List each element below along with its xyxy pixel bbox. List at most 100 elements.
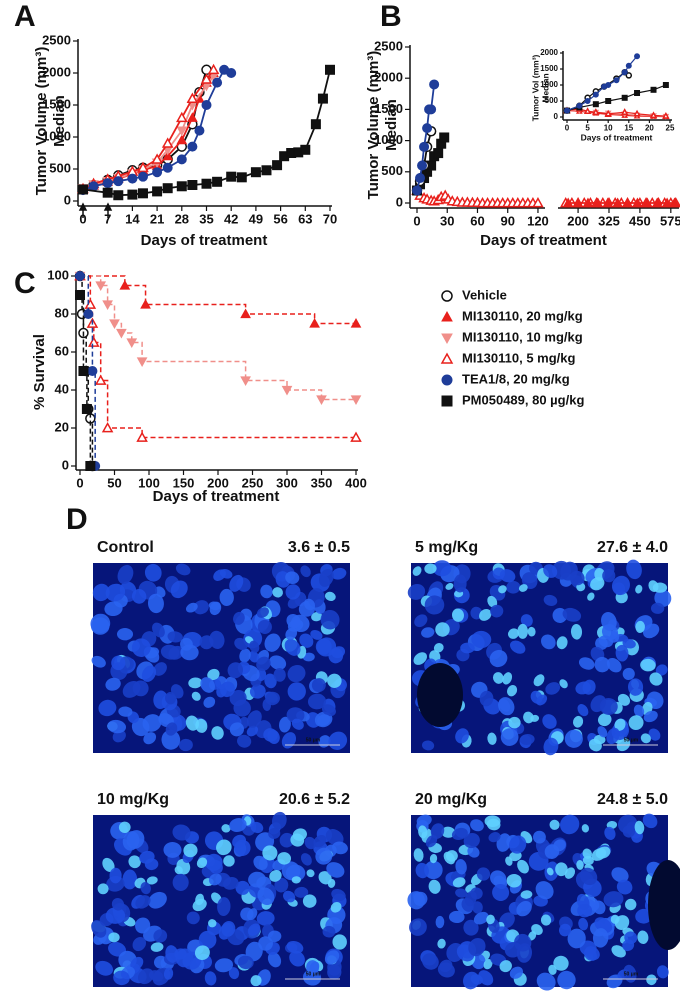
- nucleus: [460, 642, 475, 654]
- marker: [662, 82, 669, 88]
- x-tick-label: 21: [150, 212, 164, 227]
- nucleus: [595, 846, 611, 859]
- y-axis-label: Median: [383, 99, 400, 151]
- nucleus: [533, 674, 545, 687]
- nucleus: [548, 964, 557, 975]
- nucleus: [248, 651, 260, 663]
- marker: [162, 162, 173, 173]
- x-tick-label: 50: [107, 476, 121, 491]
- nucleus: [487, 732, 497, 745]
- marker: [592, 197, 604, 208]
- marker: [562, 197, 574, 208]
- nucleus: [247, 923, 261, 936]
- nucleus: [237, 734, 252, 748]
- marker: [325, 64, 335, 75]
- nucleus: [489, 649, 508, 668]
- scale-bar-label: 50 μm: [306, 737, 321, 743]
- marker: [137, 161, 149, 173]
- nucleus: [193, 600, 209, 615]
- marker: [240, 308, 251, 319]
- nucleus: [451, 608, 464, 622]
- marker: [429, 79, 440, 90]
- nucleus: [599, 697, 618, 715]
- x-tick-label: 150: [173, 476, 195, 491]
- marker: [212, 77, 223, 88]
- nucleus: [597, 713, 612, 727]
- marker: [162, 183, 173, 194]
- marker: [84, 298, 97, 309]
- x-tick-label: 5: [585, 124, 590, 133]
- nucleus: [209, 630, 225, 649]
- nucleus: [92, 583, 110, 602]
- nucleus: [451, 827, 468, 840]
- nucleus: [453, 574, 467, 593]
- nucleus: [291, 718, 304, 730]
- nucleus: [445, 583, 454, 590]
- nucleus: [479, 608, 492, 621]
- nucleus: [508, 628, 519, 639]
- nucleus: [208, 919, 217, 928]
- marker: [417, 160, 428, 171]
- marker: [632, 197, 643, 208]
- nucleus: [486, 914, 495, 925]
- nucleus: [508, 835, 527, 854]
- nucleus: [413, 848, 424, 862]
- nucleus: [122, 680, 141, 698]
- marker: [176, 134, 188, 145]
- legend-marker: [441, 333, 453, 345]
- nucleus: [228, 967, 240, 980]
- nucleus: [439, 959, 453, 973]
- nucleus: [622, 638, 636, 649]
- nucleus: [517, 623, 528, 639]
- nucleus: [572, 715, 584, 728]
- marker: [612, 197, 623, 208]
- x-tick-label: 60: [470, 214, 484, 229]
- marker: [316, 395, 327, 406]
- nucleus: [330, 902, 342, 913]
- nucleus: [262, 845, 278, 861]
- nucleus: [219, 588, 234, 606]
- nucleus: [536, 694, 548, 706]
- nucleus: [490, 604, 504, 618]
- nucleus: [237, 955, 254, 970]
- marker: [75, 271, 85, 281]
- nucleus: [221, 921, 236, 937]
- nucleus: [445, 850, 458, 862]
- nucleus: [113, 970, 130, 986]
- marker: [136, 431, 148, 442]
- nucleus: [267, 952, 282, 968]
- y-tick-label: 0: [396, 194, 403, 209]
- nucleus: [306, 869, 315, 878]
- marker: [85, 461, 96, 471]
- nucleus: [285, 571, 300, 585]
- nucleus: [617, 693, 631, 706]
- marker: [127, 173, 138, 184]
- nucleus: [249, 640, 260, 653]
- nucleus: [575, 681, 591, 695]
- nucleus: [332, 934, 347, 950]
- y-tick-label: 2000: [42, 64, 71, 79]
- legend-label: MI130110, 5 mg/kg: [462, 350, 576, 365]
- x-tick-label: 70: [323, 212, 337, 227]
- y-tick-label: 1000: [540, 80, 558, 89]
- nucleus: [284, 639, 301, 656]
- y-tick-label: 500: [545, 96, 559, 105]
- nucleus: [471, 630, 492, 649]
- marker: [350, 431, 362, 442]
- nucleus: [614, 718, 626, 731]
- nucleus: [90, 613, 111, 634]
- nucleus: [165, 691, 176, 705]
- nucleus: [626, 559, 642, 580]
- nucleus: [105, 907, 126, 924]
- nucleus: [315, 638, 332, 655]
- marker: [102, 178, 113, 189]
- nucleus: [253, 855, 268, 871]
- dark-region: [417, 663, 463, 727]
- nucleus: [180, 637, 193, 651]
- nucleus: [161, 729, 181, 750]
- nucleus: [604, 826, 616, 840]
- nucleus: [418, 825, 428, 839]
- marker: [226, 68, 237, 78]
- nucleus: [429, 853, 438, 864]
- nucleus: [285, 864, 306, 882]
